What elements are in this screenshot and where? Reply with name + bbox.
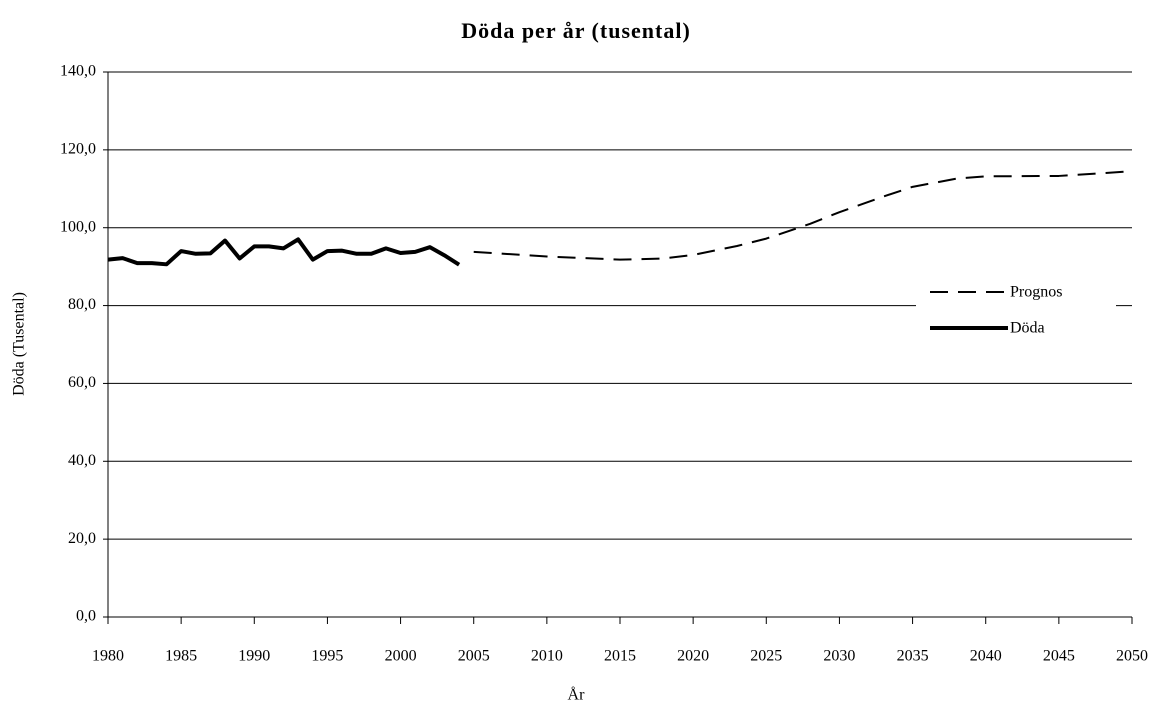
y-tick-label: 120,0	[60, 141, 96, 158]
legend-box	[916, 280, 1116, 360]
y-tick-label: 80,0	[68, 296, 96, 313]
x-tick-label: 2005	[458, 648, 490, 665]
y-tick-label: 20,0	[68, 530, 96, 547]
x-tick-label: 2045	[1043, 648, 1075, 665]
legend-label: Döda	[1010, 320, 1045, 337]
x-tick-label: 2025	[750, 648, 782, 665]
x-tick-label: 2030	[823, 648, 855, 665]
x-axis-label: År	[568, 686, 586, 704]
chart-title: Döda per år (tusental)	[461, 18, 691, 43]
x-tick-label: 2010	[531, 648, 563, 665]
y-tick-label: 140,0	[60, 63, 96, 80]
y-axis-label: Döda (Tusental)	[11, 292, 28, 396]
x-tick-label: 2050	[1116, 648, 1148, 665]
legend-label: Prognos	[1010, 284, 1062, 301]
x-tick-label: 2040	[970, 648, 1002, 665]
x-tick-label: 1985	[165, 648, 197, 665]
x-tick-label: 1980	[92, 648, 124, 665]
x-tick-label: 2000	[385, 648, 417, 665]
data-line	[107, 237, 461, 267]
y-tick-label: 100,0	[60, 218, 96, 235]
y-tick-label: 0,0	[76, 608, 96, 625]
x-tick-label: 2020	[677, 648, 709, 665]
x-tick-label: 1990	[238, 648, 270, 665]
x-tick-label: 2035	[897, 648, 929, 665]
x-tick-label: 2015	[604, 648, 636, 665]
x-tick-label: 1995	[311, 648, 343, 665]
y-tick-label: 40,0	[68, 452, 96, 469]
y-tick-label: 60,0	[68, 374, 96, 391]
data-line	[473, 170, 1133, 261]
